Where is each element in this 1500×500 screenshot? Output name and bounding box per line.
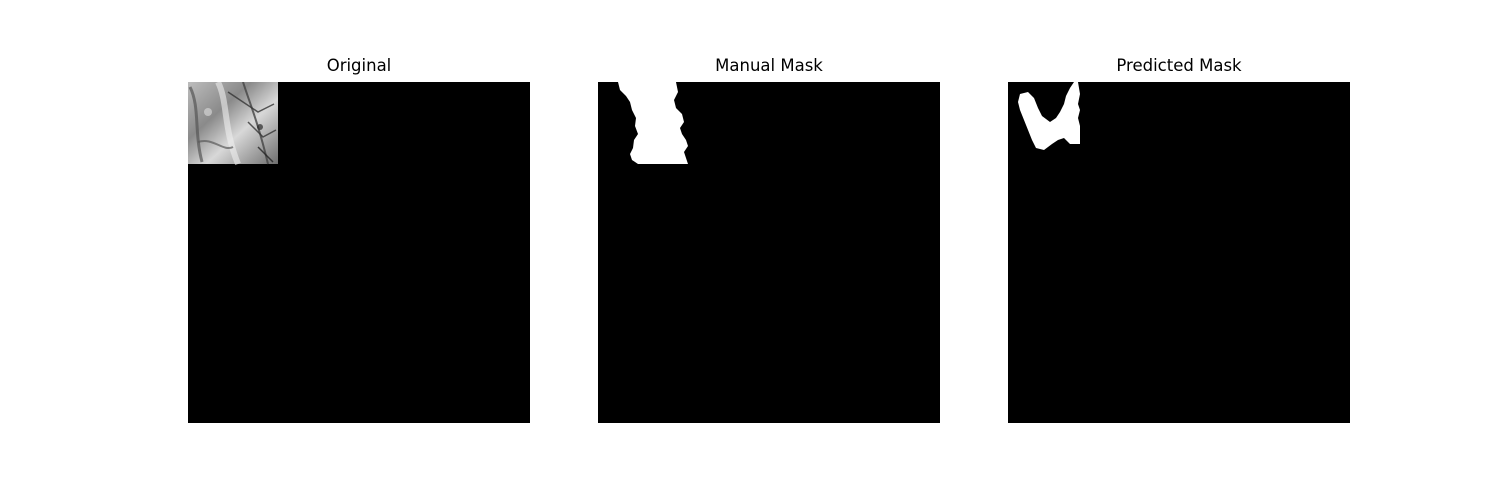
original-panel-title: Original [326,56,392,75]
original-image [188,82,278,166]
original-image-panel [188,82,530,423]
manual-mask-panel-title: Manual Mask [715,56,823,75]
predicted-mask-region [1018,82,1080,150]
manual-mask-region [618,82,688,164]
predicted-mask-image [1018,82,1080,150]
manual-mask-image [618,82,688,164]
predicted-mask-panel-title: Predicted Mask [1116,56,1242,75]
manual-mask-panel [598,82,940,423]
predicted-mask-panel [1008,82,1350,423]
